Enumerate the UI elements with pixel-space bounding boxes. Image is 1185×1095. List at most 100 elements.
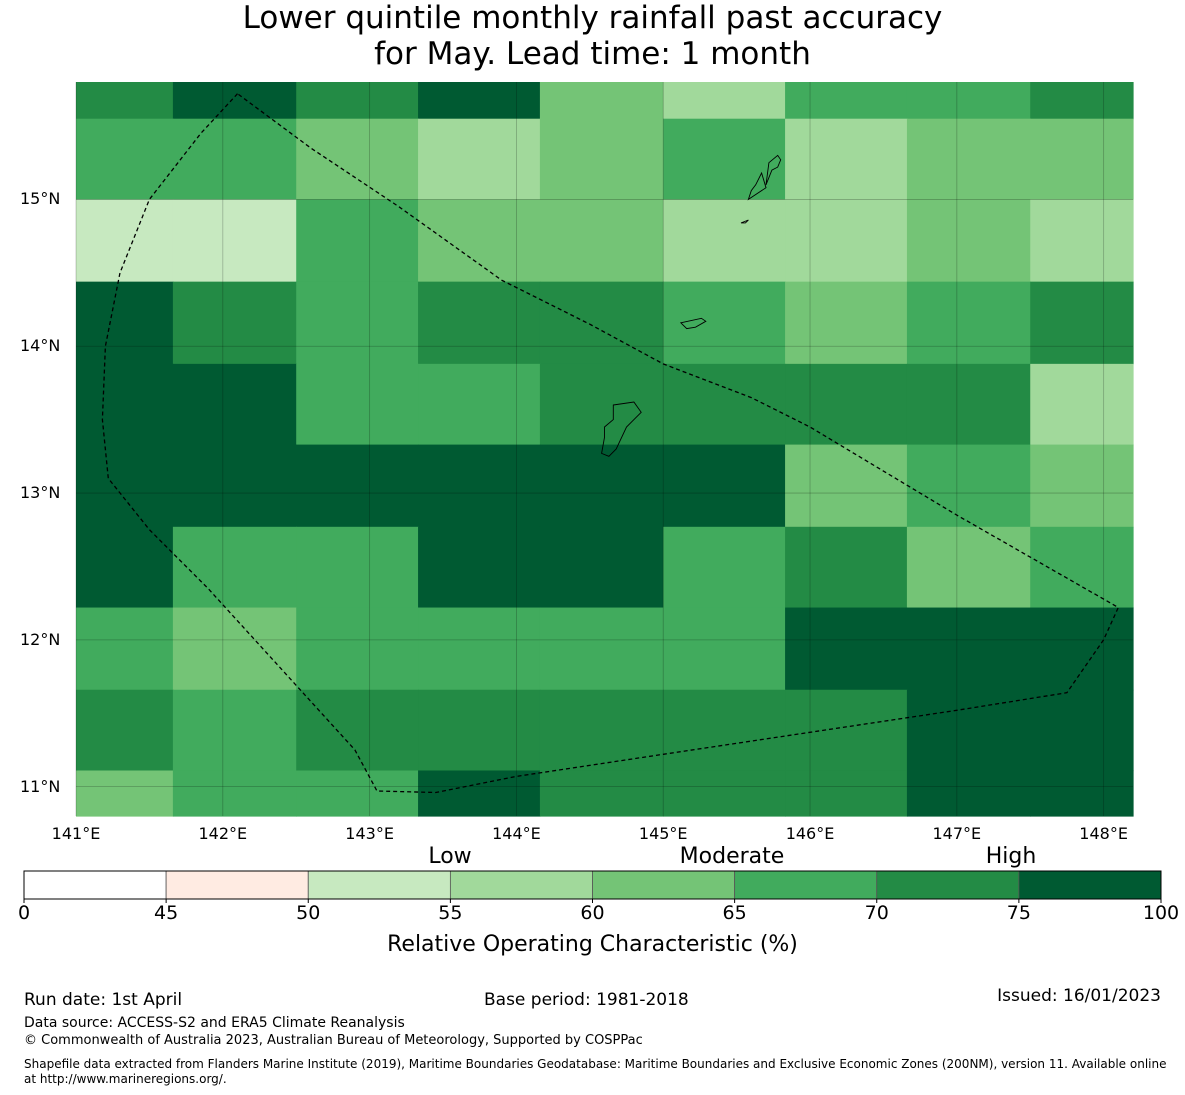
grid-cell-r2-c8 [1030,199,1134,283]
copyright-notice: © Commonwealth of Australia 2023, Austra… [24,1033,643,1048]
grid-cell-r4-c8 [1030,363,1134,446]
latitude-label: 11°N [20,776,61,796]
grid-cell-r9-c0 [76,770,174,817]
grid-cell-r5-c6 [785,444,908,528]
longitude-label: 144°E [492,824,541,843]
grid-cell-r8-c3 [418,689,541,772]
grid-cell-r9-c2 [296,770,419,817]
grid-cell-r5-c5 [663,444,786,528]
roc-grid-cells [76,82,1134,817]
grid-cell-r8-c0 [76,689,174,772]
latitude-label: 15°N [20,189,61,209]
shapefile-credit: Shapefile data extracted from Flanders M… [24,1057,1167,1086]
issued-date: Issued: 16/01/2023 [997,986,1161,1006]
chart-title-line-2: for May. Lead time: 1 month [374,36,811,72]
grid-cell-r0-c1 [172,82,297,120]
grid-cell-r8-c4 [539,689,664,772]
grid-cell-r5-c8 [1030,444,1134,528]
island-outline-4 [740,219,749,224]
longitude-label: 148°E [1079,824,1128,843]
grid-cell-r1-c8 [1030,118,1134,201]
grid-cell-r4-c0 [76,363,174,446]
eez-boundary [101,93,1120,794]
longitude-label: 143°E [345,824,394,843]
grid-cell-r3-c8 [1030,281,1134,365]
grid-cell-r9-c8 [1030,770,1134,817]
grid-cell-r3-c0 [76,281,174,365]
grid-cell-r6-c6 [785,526,908,609]
grid-cell-r4-c1 [172,363,297,446]
grid-cell-r5-c4 [539,444,664,528]
grid-cell-r4-c6 [785,363,908,446]
grid-cell-r8-c7 [906,689,1031,772]
grid-cell-r2-c6 [785,199,908,283]
grid-cell-r0-c8 [1030,82,1134,120]
grid-cell-r0-c5 [663,82,786,120]
grid-cell-r3-c2 [296,281,419,365]
grid-cell-r3-c6 [785,281,908,365]
grid-cell-r2-c0 [76,199,174,283]
longitude-label: 141°E [51,824,101,843]
grid-cell-r5-c3 [418,444,541,528]
colorbar-tick-label: 45 [154,902,179,924]
grid-cell-r1-c6 [785,118,908,201]
grid-cell-r2-c1 [172,199,297,283]
grid-cell-r6-c4 [539,526,664,609]
grid-cell-r6-c1 [172,526,297,609]
grid-cell-r4-c2 [296,363,419,446]
grid-cell-r6-c5 [663,526,786,609]
grid-cell-r0-c0 [76,82,174,120]
grid-cell-r5-c1 [172,444,297,528]
grid-cell-r8-c1 [172,689,297,772]
category-moderate-label: Moderate [679,844,785,869]
latitude-label: 14°N [20,336,61,356]
grid-cell-r2-c3 [418,199,541,283]
latitude-label: 12°N [20,629,61,649]
grid-cell-r4-c4 [539,363,664,446]
grid-cell-r9-c4 [539,770,664,817]
grid-cell-r1-c4 [539,118,664,201]
grid-cell-r7-c7 [906,607,1031,691]
colorbar-tick-label: 65 [722,902,747,924]
grid-cell-r5-c7 [906,444,1031,528]
grid-cell-r7-c6 [785,607,908,691]
grid-cell-r6-c7 [906,526,1031,609]
longitude-label: 147°E [932,824,982,843]
grid-cell-r4-c3 [418,363,541,446]
island-outlines [601,154,782,457]
island-outline-1 [679,317,707,330]
grid-cell-r2-c2 [296,199,419,283]
colorbar-tick-label: 50 [296,902,321,924]
grid-cell-r0-c6 [785,82,908,120]
data-source: Data source: ACCESS-S2 and ERA5 Climate … [24,1015,405,1031]
longitude-label: 145°E [638,824,688,843]
grid-cell-r0-c2 [296,82,419,120]
grid-cell-r9-c5 [663,770,786,817]
grid-cell-r4-c7 [906,363,1031,446]
island-outline-0 [601,401,642,457]
grid-cell-r1-c7 [906,118,1031,201]
grid-cell-r6-c8 [1030,526,1134,609]
grid-cell-r4-c5 [663,363,786,446]
grid-cell-r0-c7 [906,82,1031,120]
colorbar-tick-label: 55 [438,902,463,924]
island-outline-3 [765,154,782,185]
grid-cell-r6-c3 [418,526,541,609]
grid-cell-r3-c7 [906,281,1031,365]
grid-cell-r7-c8 [1030,607,1134,691]
grid-cell-r7-c4 [539,607,664,691]
latitude-label: 13°N [20,483,61,503]
grid-cell-r0-c3 [418,82,541,120]
grid-cell-r5-c2 [296,444,419,528]
grid-cell-r9-c6 [785,770,908,817]
longitude-label: 142°E [198,824,248,843]
base-period: Base period: 1981-2018 [484,990,689,1010]
grid-cell-r7-c5 [663,607,786,691]
grid-cell-r2-c4 [539,199,664,283]
grid-cell-r7-c0 [76,607,174,691]
grid-cell-r1-c3 [418,118,541,201]
graticule-lines [75,82,1133,816]
grid-cell-r3-c4 [539,281,664,365]
grid-cell-r8-c8 [1030,689,1134,772]
